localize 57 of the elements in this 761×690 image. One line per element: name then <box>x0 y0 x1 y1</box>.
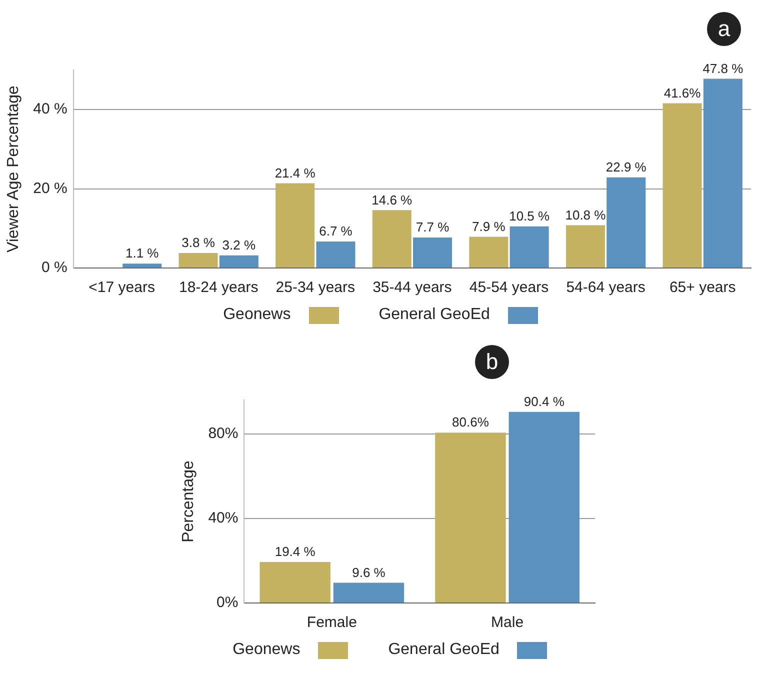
bar <box>316 241 356 268</box>
x-tick-label: 35-44 years <box>372 279 452 296</box>
bar <box>703 78 742 268</box>
data-label: 9.6 % <box>352 564 386 580</box>
bar <box>566 225 605 268</box>
legend-label: General GeoEd <box>388 641 500 659</box>
x-tick-label: <17 years <box>88 279 155 296</box>
bar <box>260 562 330 602</box>
legend-label: Geonews <box>232 641 300 659</box>
x-tick-label: Female <box>306 614 357 632</box>
y-tick-label: 40% <box>208 510 238 527</box>
bar <box>333 582 404 602</box>
y-tick-label: 40 % <box>33 100 68 118</box>
data-label: 10.8 % <box>565 207 606 222</box>
legend-label: General GeoEd <box>378 306 490 324</box>
legend-label: Geonews <box>223 306 291 324</box>
data-label: 47.8 % <box>702 60 744 76</box>
data-label: 19.4 % <box>274 544 316 560</box>
x-tick-label: 54-64 years <box>566 279 646 296</box>
data-label: 1.1 % <box>125 246 160 261</box>
y-tick-label: 80% <box>208 424 238 442</box>
bar <box>219 255 258 268</box>
data-label: 14.6 % <box>372 192 413 208</box>
y-tick-label: 0% <box>216 594 238 612</box>
bar <box>508 412 580 602</box>
x-tick-label: 25-34 years <box>276 279 356 296</box>
x-tick-label: Male <box>491 614 524 632</box>
data-label: 21.4 % <box>274 165 316 180</box>
bar <box>372 210 412 268</box>
bar <box>276 183 315 268</box>
bar <box>510 226 549 268</box>
bar <box>413 238 452 268</box>
data-label: 3.2 % <box>222 237 256 252</box>
bar <box>469 236 508 268</box>
x-tick-label: 65+ years <box>669 279 736 296</box>
bar <box>435 432 506 602</box>
y-axis-title: Viewer Age Percentage <box>5 85 22 252</box>
x-tick-label: 45-54 years <box>469 279 549 296</box>
bar <box>178 252 218 268</box>
data-label: 7.7 % <box>416 220 450 235</box>
data-label: 90.4 % <box>524 394 565 409</box>
y-tick-label: 0 % <box>42 259 68 276</box>
data-label: 22.9 % <box>606 159 647 174</box>
bar <box>662 103 702 268</box>
data-label: 80.6% <box>452 414 490 430</box>
y-axis-title: Percentage <box>180 460 198 542</box>
y-tick-label: 20 % <box>33 180 68 197</box>
text: b <box>475 345 509 379</box>
bar <box>122 264 162 268</box>
data-label: 3.8 % <box>182 235 216 250</box>
data-label: 41.6% <box>664 85 702 100</box>
data-label: 6.7 % <box>319 224 353 239</box>
text: a <box>707 12 741 46</box>
data-label: 7.9 % <box>472 218 506 234</box>
data-label: 10.5 % <box>509 208 550 224</box>
x-tick-label: 18-24 years <box>178 279 258 296</box>
bar <box>606 177 646 268</box>
